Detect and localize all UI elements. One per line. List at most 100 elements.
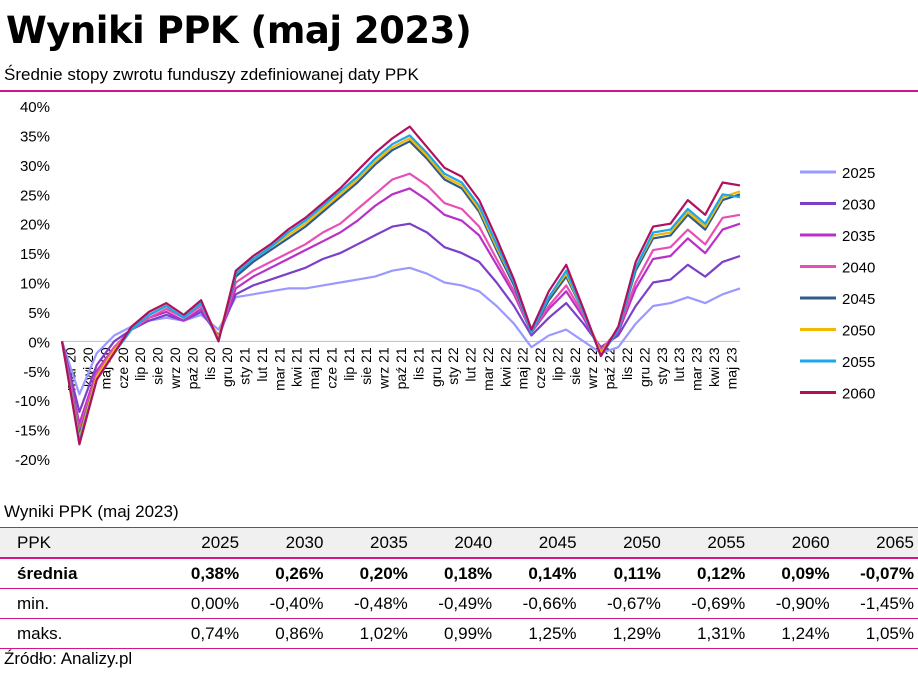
- x-tick-label: gru 22: [636, 347, 652, 387]
- table-cell: 0,26%: [243, 558, 328, 589]
- table-row: maks. 0,74% 0,86% 1,02% 0,99% 1,25% 1,29…: [0, 618, 918, 649]
- table-cell: 1,05%: [833, 618, 918, 649]
- x-tick-label: lip 21: [341, 347, 357, 381]
- y-tick-label: 15%: [20, 246, 50, 263]
- table-cell: -0,66%: [496, 588, 581, 619]
- legend-label-2035: 2035: [842, 228, 875, 245]
- returns-line-chart: 40% 35% 30% 25% 20% 15% 10% 5% 0% -5% -10% -15% -20%…: [15, 99, 875, 469]
- y-tick-label: -20%: [15, 452, 50, 469]
- table-title: Wyniki PPK (maj 2023): [4, 502, 179, 521]
- x-tick-label: paź 21: [393, 347, 409, 389]
- table-header-row: PPK 2025 2030 2035 2040 2045 2050 2055 2…: [0, 527, 918, 559]
- legend-label-2040: 2040: [842, 260, 875, 277]
- x-tick-label: mar 22: [480, 347, 496, 391]
- x-tick-label: paź 20: [184, 347, 200, 389]
- subtitle-divider: [0, 90, 918, 92]
- series-line-2060: [60, 125, 741, 446]
- table-cell: 0,11%: [580, 558, 665, 589]
- series-line-2040: [60, 172, 741, 431]
- x-tick-label: sie 21: [358, 347, 374, 385]
- page-title: Wyniki PPK (maj 2023): [6, 9, 472, 52]
- row-label: średnia: [0, 558, 167, 589]
- table-header-cell: PPK: [0, 527, 167, 559]
- series-line-2025: [60, 266, 741, 396]
- x-tick-label: wrz 21: [376, 347, 392, 389]
- table-cell: 0,09%: [749, 558, 834, 589]
- x-tick-label: kwi 23: [706, 347, 722, 387]
- table-row: średnia 0,38% 0,26% 0,20% 0,18% 0,14% 0,…: [0, 558, 918, 589]
- y-tick-label: 20%: [20, 217, 50, 234]
- table-header-cell: 2025: [167, 527, 244, 559]
- table-cell: 1,31%: [664, 618, 750, 649]
- results-table: PPK 2025 2030 2035 2040 2045 2050 2055 2…: [0, 527, 918, 649]
- x-tick-label: lut 21: [254, 347, 270, 381]
- table-cell: -0,40%: [243, 588, 328, 619]
- x-tick-label: mar 21: [271, 347, 287, 391]
- table-cell: 1,02%: [327, 618, 412, 649]
- table-cell: 0,38%: [167, 558, 244, 589]
- x-tick-label: kwi 21: [289, 347, 305, 387]
- chart-subtitle: Średnie stopy zwrotu funduszy zdefiniowa…: [4, 65, 419, 84]
- table-header-cell: 2040: [411, 527, 497, 559]
- x-tick-label: lis 20: [202, 347, 218, 380]
- table-cell: -0,90%: [749, 588, 834, 619]
- table-header-cell: 2045: [496, 527, 581, 559]
- y-tick-label: 25%: [20, 187, 50, 204]
- y-tick-label: -5%: [23, 364, 50, 381]
- x-tick-label: cze 22: [532, 347, 548, 388]
- row-label: min.: [0, 588, 167, 619]
- x-tick-label: cze 21: [323, 347, 339, 388]
- table-row: min. 0,00% -0,40% -0,48% -0,49% -0,66% -…: [0, 588, 918, 619]
- table-header-cell: 2035: [327, 527, 412, 559]
- x-tick-label: sty 22: [445, 347, 461, 385]
- x-tick-label: gru 20: [219, 347, 235, 387]
- x-tick-label: wrz 22: [584, 347, 600, 389]
- y-tick-label: 0%: [28, 334, 50, 351]
- series-line-2050: [60, 137, 741, 440]
- y-tick-label: 30%: [20, 158, 50, 175]
- x-tick-label: paź 22: [602, 347, 618, 389]
- legend-label-2060: 2060: [842, 386, 875, 403]
- x-tick-label: wrz 20: [167, 347, 183, 389]
- table-cell: -0,69%: [664, 588, 750, 619]
- table-cell: 0,99%: [411, 618, 497, 649]
- y-tick-label: 40%: [20, 99, 50, 116]
- x-tick-label: sie 20: [150, 347, 166, 385]
- series-line-2045: [60, 140, 741, 437]
- table-cell: 0,20%: [327, 558, 412, 589]
- legend-label-2050: 2050: [842, 323, 875, 340]
- table-header-cell: 2055: [664, 527, 750, 559]
- table-cell: 0,74%: [167, 618, 244, 649]
- x-tick-label: sie 22: [567, 347, 583, 385]
- x-tick-label: sty 23: [654, 347, 670, 385]
- x-tick-label: lip 20: [132, 347, 148, 381]
- x-tick-label: mar 23: [689, 347, 705, 391]
- series-line-2030: [60, 222, 741, 413]
- table-cell: 0,86%: [243, 618, 328, 649]
- x-tick-label: gru 21: [428, 347, 444, 387]
- legend-label-2055: 2055: [842, 354, 875, 371]
- series-line-2055: [60, 134, 741, 443]
- x-tick-label: maj 23: [723, 347, 739, 389]
- table-cell: 0,14%: [496, 558, 581, 589]
- x-tick-label: sty 21: [237, 347, 253, 385]
- y-tick-label: -10%: [15, 393, 50, 410]
- x-tick-label: kwi 22: [497, 347, 513, 387]
- table-header-cell: 2050: [580, 527, 665, 559]
- x-tick-label: lis 22: [619, 347, 635, 380]
- series-line-2035: [60, 187, 741, 425]
- table-cell: 1,29%: [580, 618, 665, 649]
- x-tick-label: lut 22: [463, 347, 479, 381]
- table-cell: -0,67%: [580, 588, 665, 619]
- x-tick-label: maj 21: [306, 347, 322, 389]
- table-cell: 1,24%: [749, 618, 834, 649]
- table-cell: 1,25%: [496, 618, 581, 649]
- table-header-cell: 2065: [833, 527, 918, 559]
- x-tick-label: lis 21: [410, 347, 426, 380]
- row-label: maks.: [0, 618, 167, 649]
- table-cell: 0,00%: [167, 588, 244, 619]
- source-note: Źródło: Analizy.pl: [4, 649, 133, 668]
- table-cell: 0,18%: [411, 558, 497, 589]
- table-cell: -1,45%: [833, 588, 918, 619]
- x-tick-label: lut 23: [671, 347, 687, 381]
